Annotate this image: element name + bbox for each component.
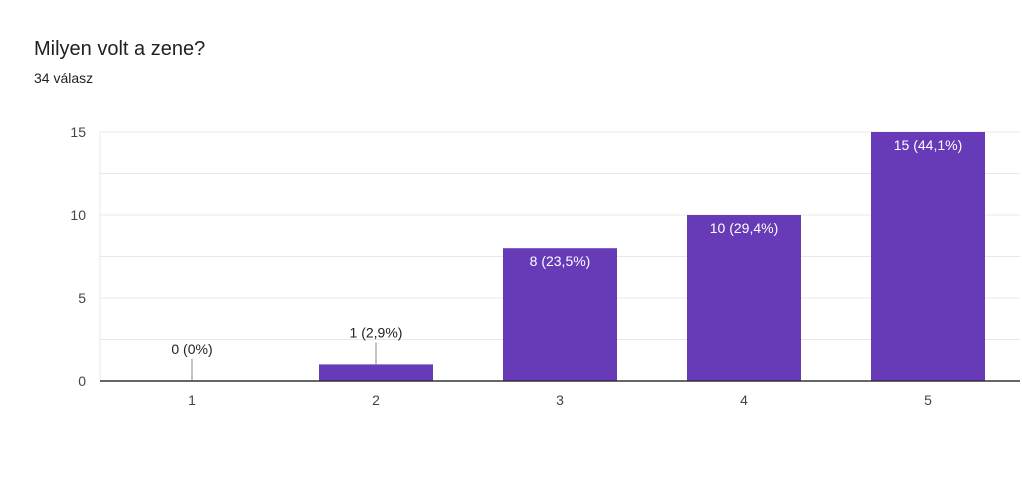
bar-4 [687,215,801,381]
bar-3 [503,248,617,381]
bar-5 [871,132,985,381]
y-tick-label: 5 [78,290,86,306]
chart-title: Milyen volt a zene? [34,38,206,60]
bar-2 [319,364,433,381]
y-tick-label: 15 [70,124,86,140]
response-count: 34 válasz [34,70,94,86]
data-label: 15 (44,1%) [894,137,962,153]
x-tick-label: 2 [372,392,380,408]
data-label: 0 (0%) [171,341,212,357]
data-label: 8 (23,5%) [530,253,591,269]
data-label: 1 (2,9%) [350,324,403,340]
x-tick-label: 4 [740,392,748,408]
x-tick-label: 1 [188,392,196,408]
y-tick-label: 10 [70,207,86,223]
x-tick-label: 5 [924,392,932,408]
y-tick-label: 0 [78,373,86,389]
x-tick-label: 3 [556,392,564,408]
data-label: 10 (29,4%) [710,220,778,236]
